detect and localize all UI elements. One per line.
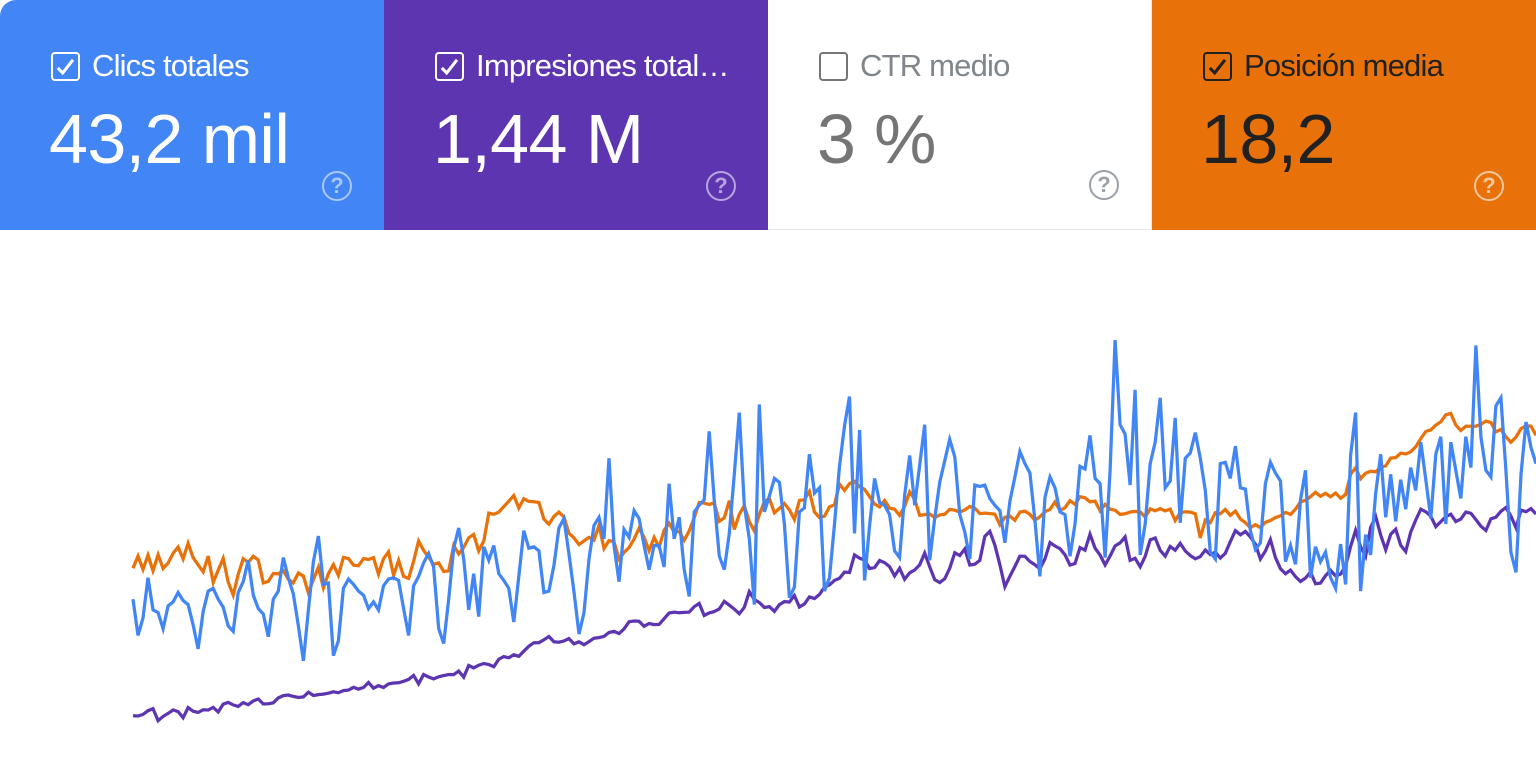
card-label: Posición media (1244, 48, 1444, 83)
card-value: 43,2 mil (49, 100, 290, 178)
metric-card-total-clicks[interactable]: Clics totales 43,2 mil ? (0, 0, 384, 230)
card-head: Impresiones total… (435, 48, 729, 84)
card-label: Impresiones total… (476, 48, 729, 83)
help-icon[interactable]: ? (706, 171, 736, 201)
help-icon[interactable]: ? (1089, 170, 1119, 200)
metric-card-average-position[interactable]: Posición media 18,2 ? (1152, 0, 1536, 230)
performance-chart-canvas[interactable] (0, 230, 1536, 767)
metric-card-total-impressions[interactable]: Impresiones total… 1,44 M ? (384, 0, 768, 230)
card-head: CTR medio (819, 48, 1010, 84)
chart-line-posici-n-media (131, 411, 1536, 601)
card-value: 1,44 M (433, 100, 644, 178)
help-icon[interactable]: ? (322, 171, 352, 201)
metric-cards-row: Clics totales 43,2 mil ? Impresiones tot… (0, 0, 1536, 230)
card-value: 3 % (817, 100, 936, 178)
card-label: CTR medio (860, 48, 1010, 83)
checkbox-average-ctr[interactable] (819, 51, 848, 81)
card-label: Clics totales (92, 48, 250, 83)
metric-card-average-ctr[interactable]: CTR medio 3 % ? (768, 0, 1152, 230)
checkmark-icon (440, 58, 459, 75)
help-icon[interactable]: ? (1474, 171, 1504, 201)
chart-line-impresiones-totales (132, 505, 1536, 724)
checkbox-total-impressions[interactable] (435, 51, 464, 81)
card-head: Posición media (1203, 48, 1444, 84)
checkmark-icon (1208, 58, 1227, 75)
performance-chart[interactable] (0, 230, 1536, 767)
checkbox-average-position[interactable] (1203, 51, 1232, 81)
chart-line-clics-totales (131, 340, 1536, 662)
checkmark-icon (56, 58, 75, 75)
card-value: 18,2 (1201, 100, 1335, 178)
card-head: Clics totales (51, 48, 250, 84)
checkbox-total-clicks[interactable] (51, 51, 80, 81)
